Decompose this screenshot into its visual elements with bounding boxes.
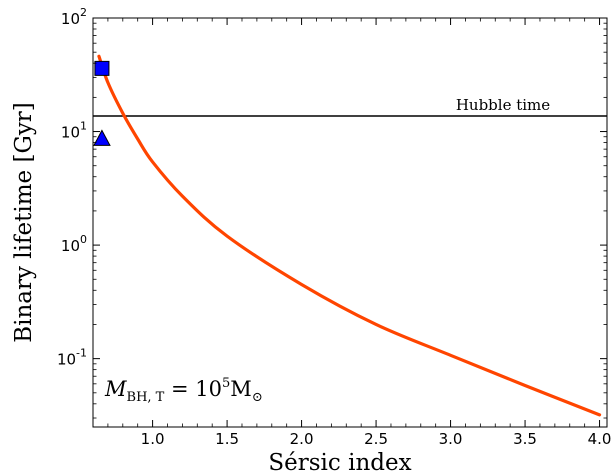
x-axis-label: Sérsic index bbox=[268, 450, 411, 476]
y-tick-label: 102 bbox=[61, 6, 87, 28]
plot-frame bbox=[92, 17, 608, 428]
triangle-marker bbox=[93, 129, 111, 146]
x-tick-label: 2.0 bbox=[290, 430, 314, 448]
x-tick-label: 1.0 bbox=[141, 430, 165, 448]
x-tick-label: 3.0 bbox=[439, 430, 463, 448]
x-tick-label: 2.5 bbox=[364, 430, 388, 448]
y-tick-label: 101 bbox=[61, 120, 87, 142]
y-tick-label: 10-1 bbox=[57, 347, 87, 369]
x-tick-label: 4.0 bbox=[588, 430, 612, 448]
square-marker bbox=[94, 60, 110, 76]
y-axis-label: Binary lifetime [Gyr] bbox=[11, 102, 37, 343]
x-tick-label: 1.5 bbox=[215, 430, 239, 448]
mass-annotation: MBH, T = 105M⊙ bbox=[104, 376, 263, 405]
lifetime-curve bbox=[97, 54, 602, 417]
hubble-time-label: Hubble time bbox=[456, 96, 550, 114]
y-tick-label: 100 bbox=[61, 233, 87, 255]
x-tick-label: 3.5 bbox=[513, 430, 537, 448]
